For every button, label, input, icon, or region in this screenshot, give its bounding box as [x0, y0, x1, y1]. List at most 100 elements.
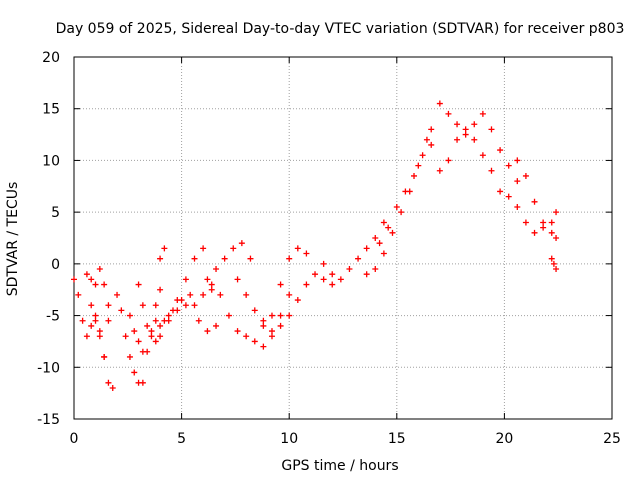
x-tick-label: 10 — [280, 431, 298, 447]
data-point — [268, 312, 275, 319]
data-point — [389, 229, 396, 236]
data-point — [238, 240, 245, 247]
data-point — [380, 250, 387, 257]
series-track-16 — [363, 136, 430, 278]
data-point — [497, 188, 504, 195]
data-point — [157, 333, 164, 340]
data-point — [157, 255, 164, 262]
data-point — [96, 328, 103, 335]
y-tick-label: 15 — [42, 102, 60, 118]
data-point — [423, 136, 430, 143]
series-track-5 — [126, 255, 164, 355]
plot-frame — [73, 56, 613, 420]
data-point — [346, 266, 353, 273]
y-tick-label: -10 — [37, 360, 60, 376]
y-tick-label: -5 — [46, 309, 60, 325]
data-point — [114, 291, 121, 298]
data-point — [488, 167, 495, 174]
data-point — [122, 333, 129, 340]
x-axis-label: GPS time / hours — [281, 458, 398, 474]
y-tick-label: 10 — [42, 153, 60, 169]
series-track-15 — [320, 219, 387, 288]
x-tick-label: 25 — [603, 431, 621, 447]
data-point — [234, 276, 241, 283]
data-point — [505, 193, 512, 200]
data-point — [286, 291, 293, 298]
data-point — [428, 126, 435, 133]
data-point — [157, 322, 164, 329]
data-point — [191, 302, 198, 309]
data-point — [148, 333, 155, 340]
y-tick-label: 20 — [42, 50, 60, 66]
data-point — [200, 291, 207, 298]
series-track-10 — [204, 240, 254, 283]
data-point — [161, 317, 168, 324]
data-point — [462, 131, 469, 138]
data-point — [208, 281, 215, 288]
data-point — [101, 281, 108, 288]
data-point — [105, 302, 112, 309]
data-point — [208, 286, 215, 293]
series-track-6 — [135, 245, 168, 340]
series-track-11 — [208, 281, 275, 350]
data-point — [148, 328, 155, 335]
data-point — [139, 379, 146, 386]
data-point — [126, 353, 133, 360]
data-point — [505, 162, 512, 169]
data-point — [471, 136, 478, 143]
data-point — [277, 312, 284, 319]
data-point — [213, 266, 220, 273]
data-point — [105, 317, 112, 324]
data-point — [329, 271, 336, 278]
data-point — [363, 245, 370, 252]
data-point — [71, 276, 77, 283]
data-point — [303, 281, 310, 288]
data-point — [376, 240, 383, 247]
data-point — [436, 100, 443, 107]
data-point — [152, 317, 159, 324]
data-point — [174, 307, 181, 314]
data-point — [109, 384, 116, 391]
data-point — [79, 317, 86, 324]
y-tick-label: 5 — [51, 205, 60, 221]
data-point — [286, 255, 293, 262]
data-point — [88, 276, 95, 283]
data-point — [139, 302, 146, 309]
data-point — [402, 188, 409, 195]
data-point — [522, 219, 529, 226]
data-point — [462, 126, 469, 133]
data-point — [96, 333, 103, 340]
data-point — [553, 235, 560, 241]
series-track-21 — [514, 203, 560, 241]
data-point — [260, 322, 267, 329]
data-point — [234, 328, 241, 335]
data-point — [105, 379, 112, 386]
data-point — [553, 266, 560, 273]
data-point — [419, 152, 426, 159]
data-point — [411, 172, 418, 179]
x-tick-label: 20 — [495, 431, 513, 447]
data-point — [320, 276, 327, 283]
data-point — [92, 312, 99, 319]
data-point — [152, 338, 159, 345]
data-point — [454, 121, 461, 128]
data-point — [101, 353, 108, 360]
series-track-2 — [83, 266, 112, 309]
data-point — [548, 255, 555, 262]
series-track-17 — [376, 100, 443, 247]
data-point — [393, 203, 400, 210]
data-point — [548, 229, 555, 236]
data-point — [531, 198, 538, 205]
data-point — [514, 157, 521, 164]
data-point — [514, 178, 521, 185]
data-point — [135, 281, 142, 288]
data-point — [471, 121, 478, 128]
data-point — [454, 136, 461, 143]
data-point — [251, 338, 258, 345]
data-point — [380, 219, 387, 226]
data-point — [415, 162, 422, 169]
x-tick-label: 15 — [388, 431, 406, 447]
axis-ticks: 0 5 10 15 20 25 -15 -10 -5 0 5 10 15 20 — [37, 50, 621, 447]
data-point — [522, 172, 529, 179]
data-point — [126, 312, 133, 319]
